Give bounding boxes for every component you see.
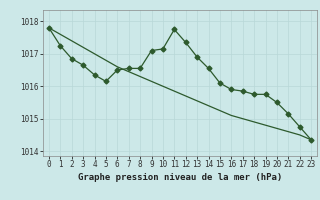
X-axis label: Graphe pression niveau de la mer (hPa): Graphe pression niveau de la mer (hPa) <box>78 173 282 182</box>
